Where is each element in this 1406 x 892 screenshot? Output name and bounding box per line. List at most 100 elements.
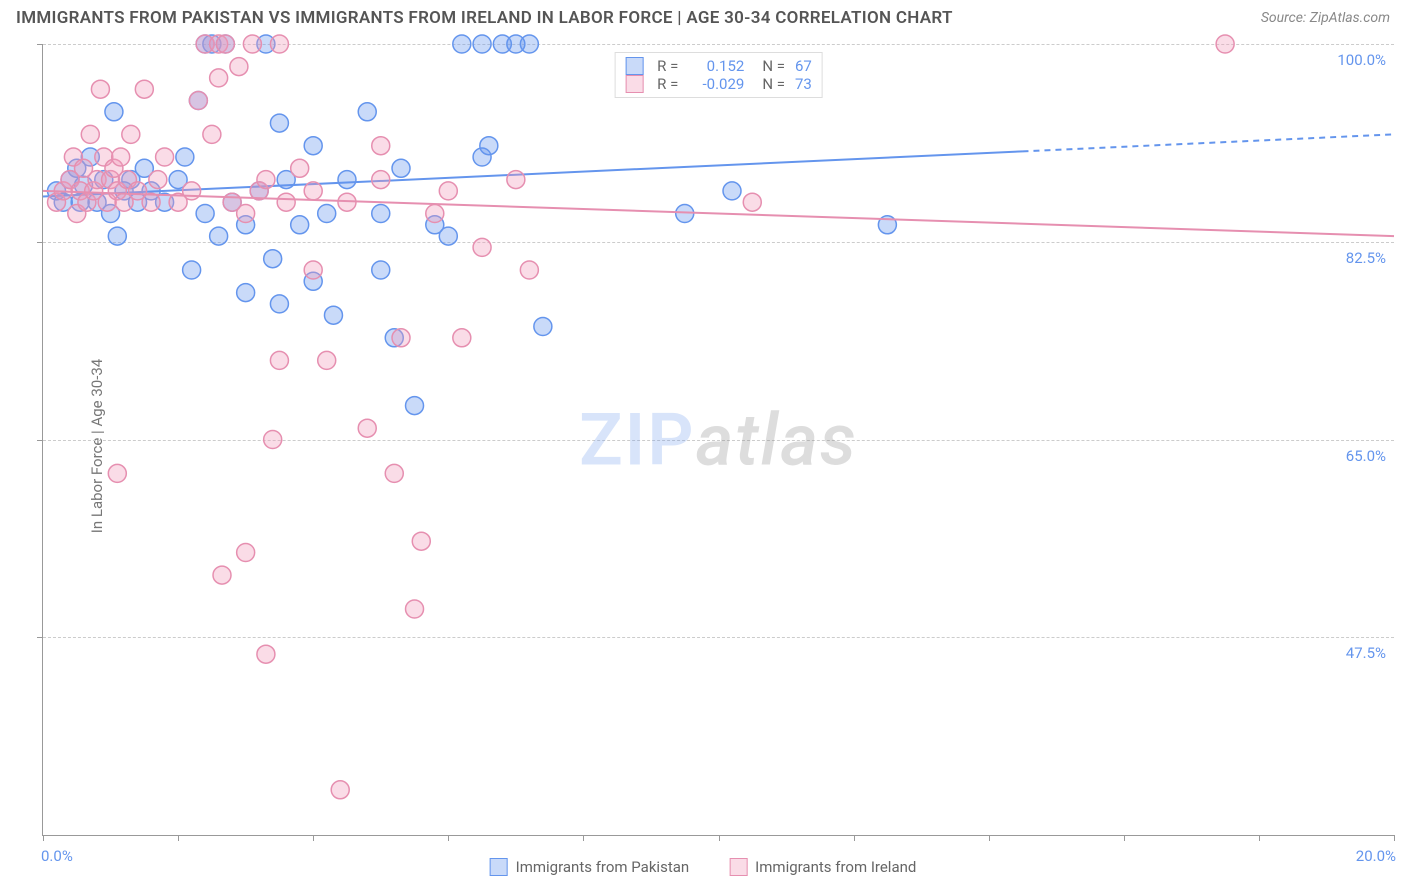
x-tick-mark — [313, 835, 314, 841]
legend-label: Immigrants from Ireland — [755, 858, 916, 876]
data-point-ireland — [439, 182, 457, 200]
n-value: 67 — [795, 57, 812, 75]
data-point-ireland — [183, 182, 201, 200]
data-point-pakistan — [392, 159, 410, 177]
data-point-pakistan — [270, 295, 288, 313]
data-point-ireland — [108, 464, 126, 482]
swatch-icon — [490, 858, 508, 876]
data-point-ireland — [257, 171, 275, 189]
data-point-ireland — [230, 58, 248, 76]
chart-area: ZIPatlas R =0.152N =67R =-0.029N =73 0.0… — [42, 44, 1394, 836]
correlation-legend: R = 0.152 N = 67R = -0.029 N = 73 — [614, 52, 823, 98]
x-tick-mark — [448, 835, 449, 841]
legend-row-ireland: R = -0.029 N = 73 — [625, 75, 812, 93]
data-point-ireland — [507, 171, 525, 189]
data-point-pakistan — [196, 205, 214, 223]
data-point-ireland — [216, 35, 234, 53]
data-point-ireland — [264, 431, 282, 449]
data-point-ireland — [453, 329, 471, 347]
data-point-ireland — [412, 532, 430, 550]
data-point-ireland — [112, 148, 130, 166]
data-point-ireland — [135, 80, 153, 98]
r-label: R = — [657, 75, 678, 93]
data-point-ireland — [392, 329, 410, 347]
n-label: N = — [762, 57, 785, 75]
x-tick-mark — [854, 835, 855, 841]
data-point-pakistan — [108, 227, 126, 245]
data-point-ireland — [520, 261, 538, 279]
data-point-pakistan — [183, 261, 201, 279]
data-point-ireland — [156, 148, 174, 166]
data-point-ireland — [385, 464, 403, 482]
data-point-ireland — [304, 261, 322, 279]
x-tick-mark — [1394, 835, 1395, 841]
data-point-ireland — [426, 205, 444, 223]
data-point-pakistan — [264, 250, 282, 268]
data-point-pakistan — [534, 318, 552, 336]
x-axis-max-label: 20.0% — [1356, 847, 1396, 865]
data-point-ireland — [270, 35, 288, 53]
source-attribution: Source: ZipAtlas.com — [1261, 10, 1390, 26]
data-point-ireland — [358, 419, 376, 437]
data-point-ireland — [1216, 35, 1234, 53]
data-point-ireland — [213, 566, 231, 584]
scatter-plot-svg — [43, 44, 1394, 835]
data-point-pakistan — [480, 137, 498, 155]
header: IMMIGRANTS FROM PAKISTAN VS IMMIGRANTS F… — [0, 0, 1406, 32]
r-value: -0.029 — [688, 75, 744, 93]
data-point-ireland — [270, 351, 288, 369]
data-point-pakistan — [210, 227, 228, 245]
legend-label: Immigrants from Pakistan — [516, 858, 690, 876]
data-point-ireland — [473, 238, 491, 256]
data-point-pakistan — [520, 35, 538, 53]
data-point-ireland — [372, 171, 390, 189]
data-point-pakistan — [723, 182, 741, 200]
data-point-pakistan — [406, 397, 424, 415]
x-tick-mark — [43, 835, 44, 841]
legend-row-pakistan: R =0.152N =67 — [625, 57, 812, 75]
data-point-pakistan — [176, 148, 194, 166]
data-point-pakistan — [318, 205, 336, 223]
data-point-pakistan — [324, 306, 342, 324]
data-point-ireland — [243, 35, 261, 53]
legend-item-pakistan: Immigrants from Pakistan — [490, 858, 690, 876]
legend-item-ireland: Immigrants from Ireland — [729, 858, 916, 876]
data-point-ireland — [189, 92, 207, 110]
data-point-ireland — [257, 645, 275, 663]
x-tick-mark — [989, 835, 990, 841]
data-point-ireland — [91, 80, 109, 98]
data-point-pakistan — [372, 205, 390, 223]
data-point-ireland — [203, 125, 221, 143]
data-point-ireland — [237, 205, 255, 223]
data-point-ireland — [372, 137, 390, 155]
data-point-ireland — [291, 159, 309, 177]
data-point-ireland — [149, 171, 167, 189]
data-point-pakistan — [473, 35, 491, 53]
data-point-pakistan — [304, 137, 322, 155]
data-point-pakistan — [270, 114, 288, 132]
x-tick-mark — [719, 835, 720, 841]
n-label: N = — [762, 75, 785, 93]
swatch-icon — [625, 75, 643, 93]
swatch-icon — [625, 57, 643, 75]
data-point-pakistan — [237, 284, 255, 302]
r-value: 0.152 — [688, 57, 744, 75]
data-point-pakistan — [372, 261, 390, 279]
data-point-ireland — [210, 69, 228, 87]
chart-title: IMMIGRANTS FROM PAKISTAN VS IMMIGRANTS F… — [16, 8, 953, 28]
data-point-pakistan — [453, 35, 471, 53]
data-point-ireland — [318, 351, 336, 369]
data-point-ireland — [122, 125, 140, 143]
x-tick-mark — [1259, 835, 1260, 841]
data-point-pakistan — [439, 227, 457, 245]
x-tick-mark — [1124, 835, 1125, 841]
data-point-pakistan — [291, 216, 309, 234]
data-point-ireland — [331, 781, 349, 799]
trendline-extrapolated-pakistan — [1022, 134, 1394, 151]
data-point-ireland — [142, 193, 160, 211]
x-axis-min-label: 0.0% — [41, 847, 73, 865]
data-point-ireland — [81, 125, 99, 143]
n-value: 73 — [795, 75, 812, 93]
data-point-ireland — [406, 600, 424, 618]
data-point-pakistan — [358, 103, 376, 121]
